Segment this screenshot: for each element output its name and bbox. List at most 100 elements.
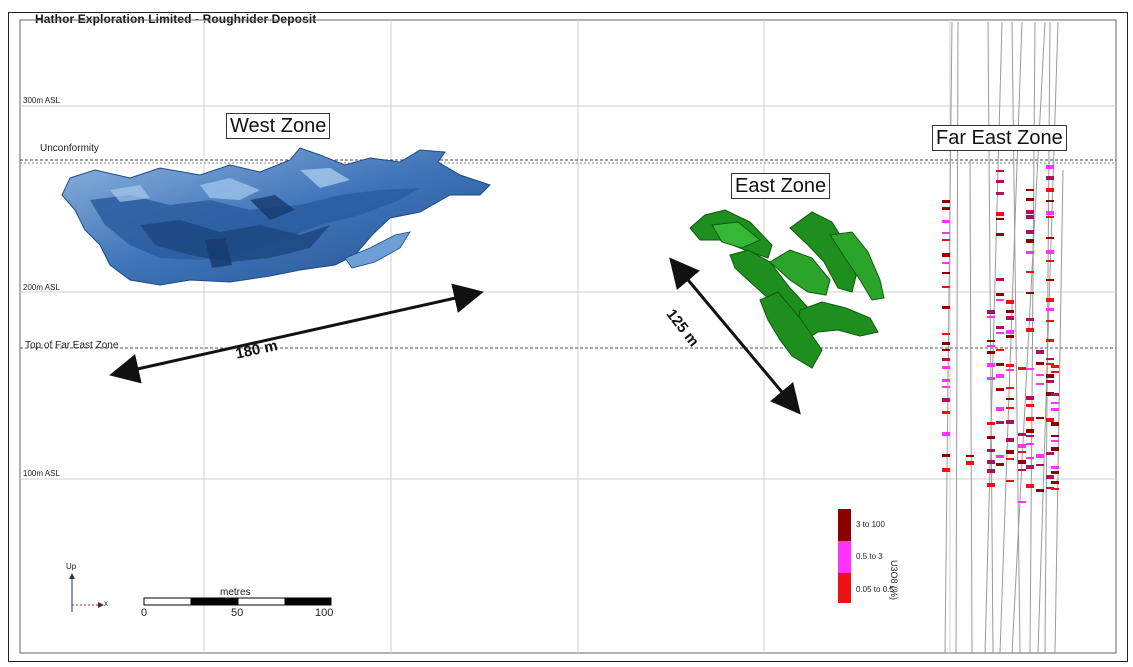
assay-interval (1036, 362, 1044, 365)
assay-interval (942, 253, 950, 257)
assay-interval (1006, 369, 1014, 371)
assay-interval (1018, 451, 1026, 453)
assay-interval (1026, 417, 1034, 421)
assay-interval (1006, 300, 1014, 304)
assay-interval (1026, 328, 1034, 332)
assay-interval (1006, 330, 1014, 334)
assay-interval (987, 422, 995, 425)
assay-intervals (942, 165, 1059, 503)
assay-interval (987, 377, 995, 380)
assay-interval (1051, 440, 1059, 442)
assay-interval (1046, 176, 1054, 180)
assay-interval (1046, 298, 1054, 302)
assay-interval (1046, 374, 1054, 378)
assay-interval (1051, 488, 1059, 490)
assay-interval (942, 358, 950, 361)
assay-interval (1006, 316, 1014, 320)
assay-interval (996, 332, 1004, 334)
assay-interval (942, 454, 950, 457)
assay-interval (1036, 350, 1044, 354)
assay-interval (1026, 198, 1034, 201)
assay-interval (942, 468, 950, 472)
assay-interval (1026, 215, 1034, 219)
assay-interval (987, 351, 995, 354)
assay-interval (1051, 481, 1059, 484)
assay-interval (942, 366, 950, 369)
assay-interval (987, 363, 995, 367)
assay-interval (1051, 393, 1059, 396)
assay-interval (1046, 260, 1054, 262)
assay-interval (1006, 420, 1014, 424)
assay-interval (1006, 364, 1014, 367)
assay-interval (1051, 422, 1059, 426)
assay-interval (1046, 487, 1054, 489)
assay-interval (996, 421, 1004, 424)
assay-interval (987, 483, 995, 487)
assay-interval (1046, 308, 1054, 311)
assay-interval (987, 436, 995, 439)
assay-interval (987, 345, 995, 347)
assay-interval (1046, 418, 1054, 422)
scale-tick-50: 50 (231, 607, 244, 619)
assay-interval (1026, 189, 1034, 191)
figure-frame: Hathor Exploration Limited - Roughrider … (8, 12, 1128, 662)
assay-interval (987, 449, 995, 452)
assay-interval (942, 286, 950, 288)
assay-interval (1046, 380, 1054, 383)
assay-interval (942, 411, 950, 414)
assay-interval (1006, 310, 1014, 313)
assay-interval (942, 220, 950, 223)
legend-swatch-mid (838, 541, 851, 573)
assay-interval (1026, 396, 1034, 400)
far-east-drillholes (944, 21, 1064, 654)
assay-interval (1006, 450, 1014, 454)
assay-interval (1026, 251, 1034, 254)
assay-interval (996, 374, 1004, 378)
assay-interval (1046, 211, 1054, 215)
assay-interval (987, 310, 995, 314)
assay-interval (1046, 452, 1054, 455)
assay-interval (1046, 363, 1054, 365)
assay-interval (1046, 279, 1054, 281)
assay-interval (1026, 443, 1034, 445)
west-zone-orebody (61, 147, 491, 286)
assay-interval (1036, 417, 1044, 419)
assay-interval (1046, 200, 1054, 202)
legend-swatch-high (838, 509, 851, 541)
assay-interval (996, 192, 1004, 195)
orientation-up-label: Up (66, 562, 77, 571)
assay-interval (942, 239, 950, 241)
assay-interval (996, 326, 1004, 329)
orientation-axes (69, 573, 104, 612)
assay-interval (1046, 475, 1054, 479)
grid (20, 20, 1116, 653)
assay-interval (1051, 466, 1059, 469)
assay-interval (942, 262, 950, 264)
assay-interval (1036, 464, 1044, 466)
assay-interval (1026, 239, 1034, 243)
east-zone-orebody (689, 209, 885, 369)
assay-interval (996, 388, 1004, 391)
assay-interval (987, 460, 995, 464)
assay-interval (942, 200, 950, 203)
assay-interval (942, 232, 950, 234)
orientation-x-label: x (104, 599, 108, 608)
assay-interval (1046, 358, 1054, 360)
assay-interval (1051, 402, 1059, 404)
legend-label-low: 0.05 to 0.5 (856, 585, 894, 594)
east-zone-label: East Zone (731, 173, 831, 199)
assay-interval (942, 379, 950, 382)
assay-interval (1018, 367, 1026, 370)
assay-interval (1051, 471, 1059, 474)
top-far-east-label: Top of Far East Zone (25, 340, 119, 351)
scale-unit-label: metres (220, 587, 251, 598)
legend-label-mid: 0.5 to 3 (856, 552, 883, 561)
assay-interval (996, 218, 1004, 220)
assay-interval (1046, 339, 1054, 342)
assay-interval (1026, 484, 1034, 488)
figure-title: Hathor Exploration Limited - Roughrider … (35, 12, 317, 26)
assay-interval (1036, 454, 1044, 458)
assay-interval (1046, 188, 1054, 192)
assay-interval (1051, 435, 1059, 437)
assay-interval (1026, 368, 1034, 370)
